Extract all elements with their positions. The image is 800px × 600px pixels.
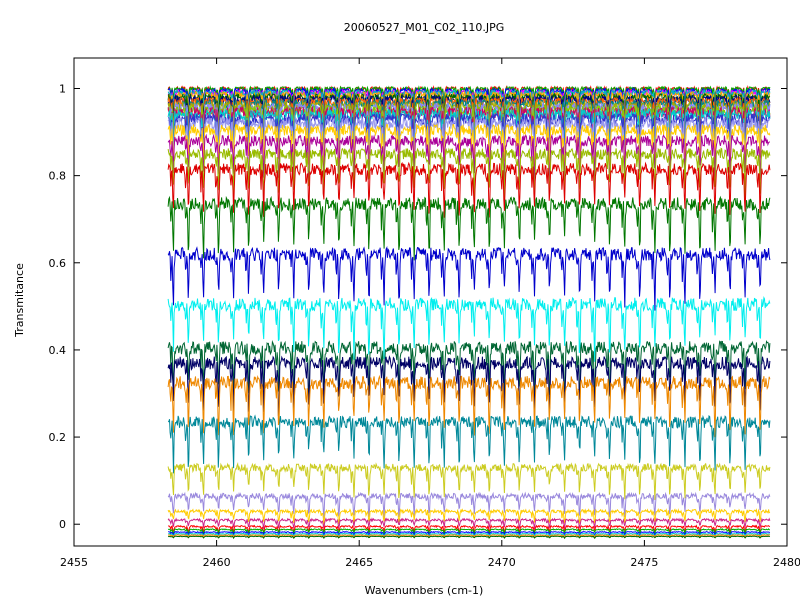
series-line [167,295,771,362]
x-tick-label: 2465 [345,556,373,569]
x-axis-label: Wavenumbers (cm-1) [365,584,484,597]
series-line [167,147,771,200]
y-axis-label: Transmitance [13,263,26,338]
series-line [167,462,771,501]
series-line [167,414,771,474]
x-tick-label: 2460 [203,556,231,569]
series-line [167,524,771,535]
y-tick-label: 0.6 [49,257,67,270]
series-line [167,374,771,438]
chart-title: 20060527_M01_C02_110.JPG [344,21,505,34]
y-tick-label: 0.2 [49,431,67,444]
series-line [167,339,771,405]
x-tick-label: 2480 [773,556,800,569]
series-line [167,246,771,311]
y-tick-label: 0.8 [49,170,67,183]
y-tick-label: 0.4 [49,344,67,357]
series-line [167,535,771,540]
plot-frame [73,57,788,547]
x-tick-label: 2475 [630,556,658,569]
x-tick-label: 2455 [60,556,88,569]
x-tick-label: 2470 [488,556,516,569]
series-line [167,116,771,172]
series-line [167,355,771,420]
series-line [167,195,771,261]
y-tick-label: 1 [59,83,66,96]
series-layer [167,84,771,540]
y-tick-label: 0 [59,518,66,531]
series-line [167,161,771,218]
ticks-layer: 2455 2460 2465 2470 2475 2480 0 0.2 0.4 0.6 0.8 1 [49,58,800,569]
series-line [167,491,771,519]
series-line [167,507,771,525]
series-line [167,133,770,190]
series-line [167,517,771,530]
